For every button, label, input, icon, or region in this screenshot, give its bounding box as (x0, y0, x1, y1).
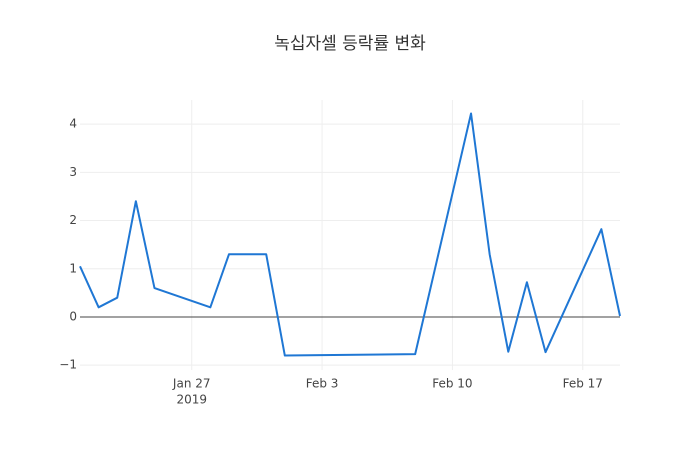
x-tick-sublabel: 2019 (176, 393, 207, 407)
line-series (79, 112, 621, 357)
y-tick-label: 4 (69, 117, 77, 131)
x-tick-label: Jan 27 (172, 377, 211, 391)
y-tick-label: −1 (59, 358, 77, 372)
x-tick-label: Feb 10 (432, 377, 472, 391)
x-tick-label: Feb 3 (306, 377, 339, 391)
y-tick-label: 2 (69, 213, 77, 227)
y-tick-label: 1 (69, 261, 77, 275)
chart-title: 녹십자셀 등락률 변화 (274, 34, 426, 54)
x-tick-label: Feb 17 (563, 377, 603, 391)
y-tick-label: 3 (69, 165, 77, 179)
y-tick-label: 0 (69, 309, 77, 323)
